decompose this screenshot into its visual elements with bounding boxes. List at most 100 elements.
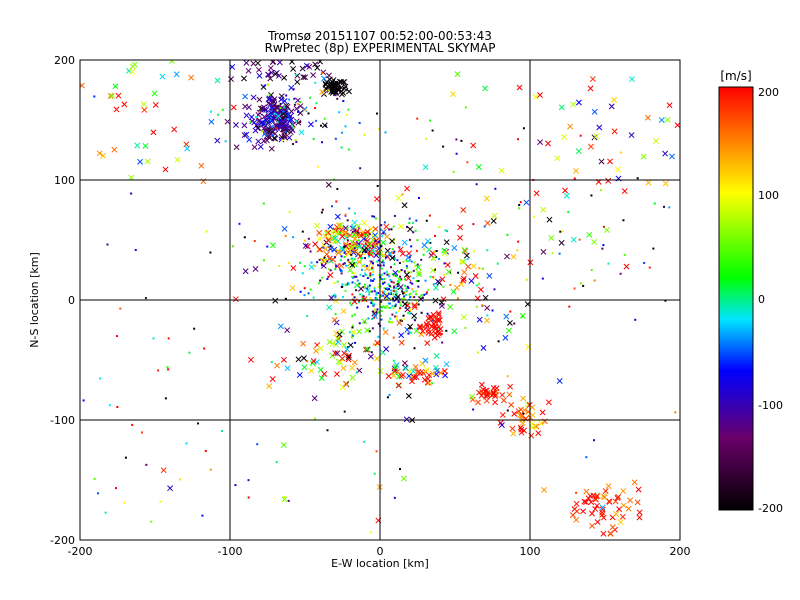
echo-marker-x [394,293,401,300]
echo-marker-x [340,308,347,315]
echo-marker-x [518,426,525,433]
echo-marker-x [600,514,607,521]
echo-marker-x [439,276,446,283]
echo-marker-dot [373,287,376,290]
echo-marker-x [252,265,259,272]
echo-marker-dot [352,277,355,280]
echo-marker-dot [373,303,376,306]
echo-marker-dot [394,295,397,298]
echo-marker-dot [636,177,639,180]
echo-marker-x [243,60,250,66]
echo-marker-x [581,498,588,505]
echo-marker-x [327,245,334,252]
echo-marker-dot [573,177,576,180]
echo-marker-x [640,153,647,160]
echo-marker-x [540,206,547,213]
echo-marker-dot [374,217,377,220]
echo-marker-x [198,162,205,169]
echo-marker-x [430,320,437,327]
echo-marker-dot [382,261,385,264]
echo-marker-dot [408,259,411,262]
echo-marker-x [644,114,651,121]
echo-marker-dot [394,303,397,306]
echo-marker-dot [404,278,407,281]
echo-marker-x [371,313,378,320]
echo-marker-dot [150,520,153,523]
echo-marker-x [325,229,332,236]
echo-marker-x [243,112,250,119]
echo-marker-dot [497,340,500,343]
echo-marker-dot [397,270,400,273]
echo-marker-x [115,92,122,99]
echo-marker-dot [99,377,102,380]
echo-marker-dot [393,263,396,266]
echo-marker-dot [445,329,448,332]
echo-marker-x [417,296,424,303]
echo-marker-dot [541,277,544,280]
echo-marker-dot [420,294,423,297]
echo-marker-dot [320,124,323,127]
echo-marker-x [277,124,284,131]
echo-marker-dot [486,249,489,252]
echo-marker-dot [403,291,406,294]
echo-marker-dot [365,264,368,267]
echo-marker-x [255,118,262,125]
echo-marker-x [554,155,561,162]
echo-marker-dot [399,307,402,310]
echo-marker-dot [351,314,354,317]
echo-marker-dot [449,284,452,287]
echo-marker-dot [288,98,291,101]
echo-marker-dot [377,322,380,325]
echo-marker-dot [363,257,366,260]
echo-marker-x [341,341,347,348]
echo-marker-dot [407,271,410,274]
echo-marker-x [548,235,555,241]
echo-marker-dot [472,408,475,411]
echo-marker-x [486,272,493,279]
echo-marker-x [310,72,317,79]
echo-marker-dot [343,251,346,254]
echo-marker-x [398,223,405,230]
echo-marker-dot [440,333,443,336]
echo-marker-x [591,108,598,115]
echo-marker-dot [409,312,412,315]
echo-marker-dot [373,286,376,289]
echo-marker-dot [292,126,295,129]
echo-marker-dot [425,137,428,140]
echo-marker-dot [378,127,381,130]
echo-marker-x [410,368,417,375]
echo-marker-dot [388,393,391,396]
echo-marker-dot [412,221,415,224]
echo-marker-dot [379,285,382,288]
echo-marker-dot [431,319,434,322]
echo-marker-x [617,519,624,526]
echo-marker-dot [269,119,272,122]
echo-marker-dot [315,102,318,105]
echo-marker-dot [516,249,519,252]
echo-marker-dot [351,281,354,284]
echo-marker-x [307,121,314,128]
echo-marker-x [416,271,423,278]
echo-marker-x [314,64,321,71]
echo-marker-dot [361,265,364,268]
echo-marker-dot [372,343,375,346]
echo-marker-dot [364,250,367,253]
echo-marker-x [319,88,326,95]
echo-marker-x [460,275,467,282]
echo-marker-x [515,408,522,415]
echo-marker-x [251,144,258,151]
echo-marker-dot [350,275,353,278]
echo-marker-dot [390,228,393,231]
echo-marker-dot [363,440,366,443]
echo-marker-dot [446,230,449,233]
echo-marker-dot [558,252,561,255]
echo-marker-dot [368,233,371,236]
echo-marker-x [645,179,652,186]
echo-marker-x [629,76,635,83]
echo-marker-dot [394,274,397,277]
echo-marker-x [450,91,456,98]
echo-marker-dot [400,270,403,273]
echo-marker-dot [295,120,298,123]
echo-marker-x [144,158,151,165]
echo-marker-dot [424,279,427,282]
